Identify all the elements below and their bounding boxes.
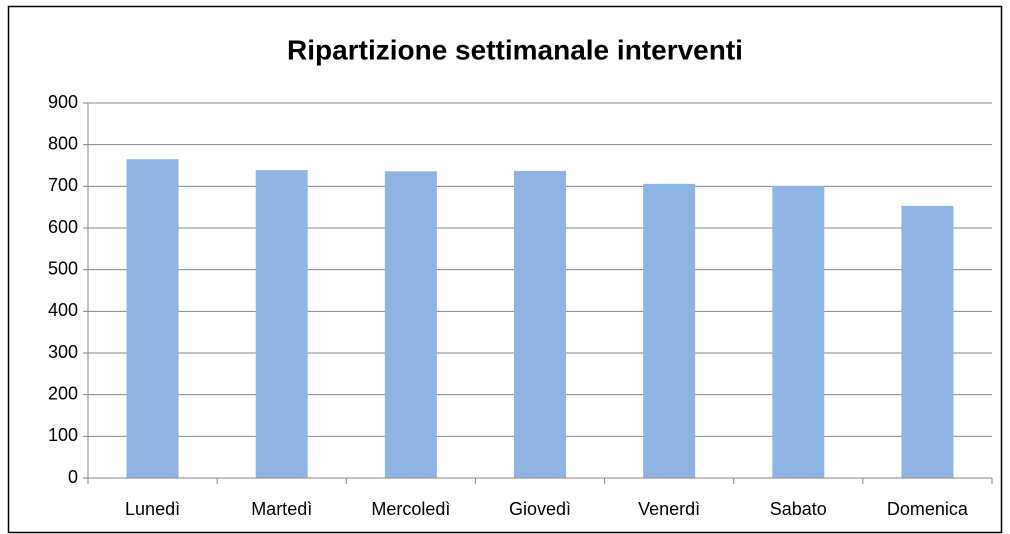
bar [514, 170, 566, 478]
y-tick-label: 400 [48, 300, 78, 320]
y-tick-label: 800 [48, 133, 78, 153]
x-tick-label: Domenica [887, 499, 969, 519]
bar [384, 171, 437, 479]
y-tick-label: 100 [48, 425, 78, 445]
chart-title: Ripartizione settimanale interventi [287, 34, 743, 65]
bar [643, 183, 696, 479]
y-tick-label: 0 [68, 467, 78, 487]
x-tick-label: Martedì [251, 499, 312, 519]
bar [126, 159, 179, 478]
bar [772, 185, 825, 478]
bar [901, 205, 954, 478]
y-tick-label: 300 [48, 342, 78, 362]
y-tick-label: 900 [48, 92, 78, 112]
x-tick-label: Giovedì [509, 499, 571, 519]
x-tick-label: Mercoledì [371, 499, 450, 519]
y-tick-label: 600 [48, 217, 78, 237]
y-tick-label: 500 [48, 258, 78, 278]
y-tick-label: 200 [48, 383, 78, 403]
x-tick-label: Venerdì [638, 499, 700, 519]
y-tick-label: 700 [48, 175, 78, 195]
x-tick-label: Lunedì [125, 499, 180, 519]
x-tick-label: Sabato [770, 499, 827, 519]
bar [255, 170, 308, 479]
